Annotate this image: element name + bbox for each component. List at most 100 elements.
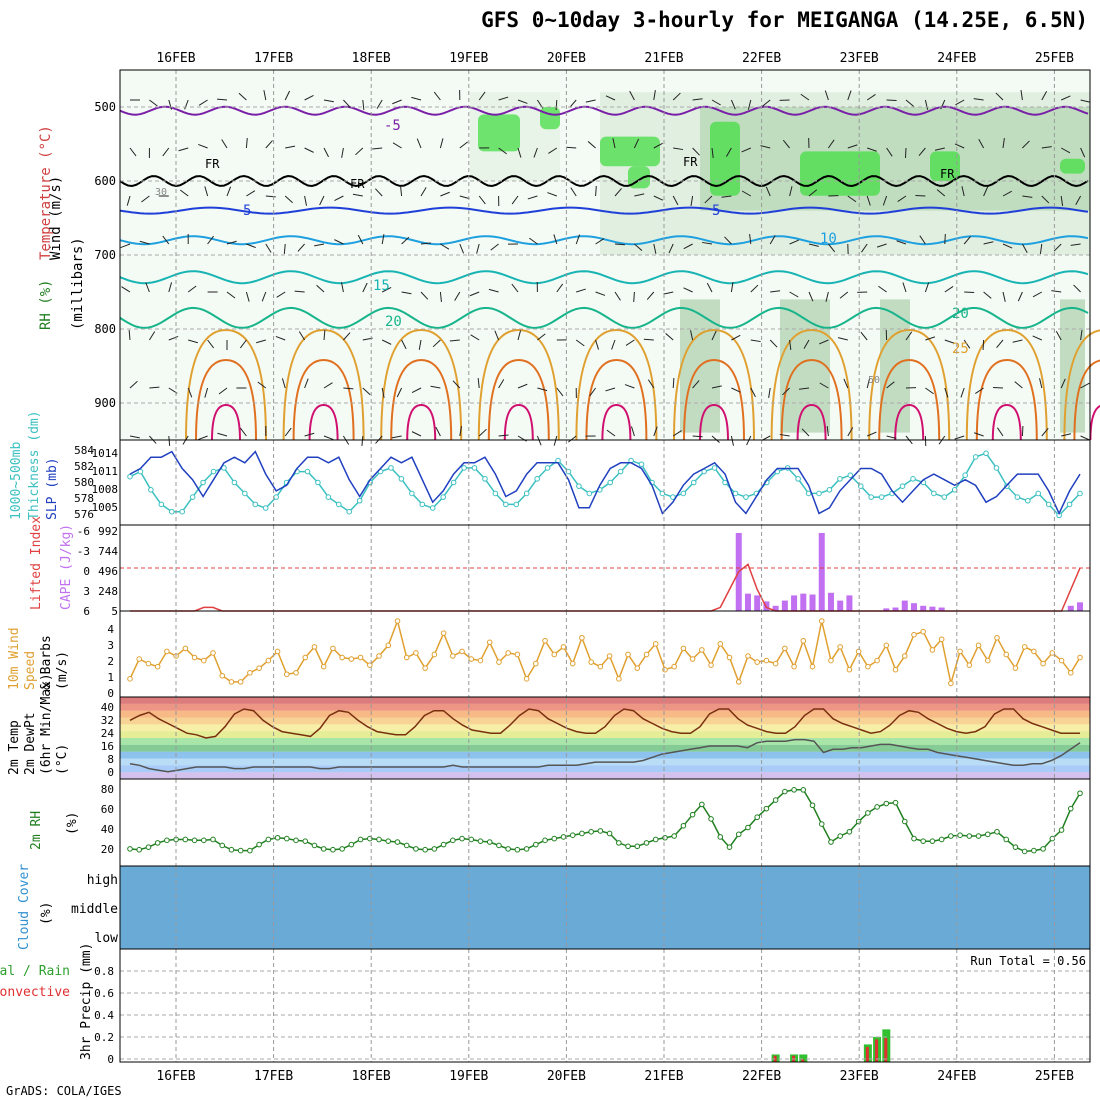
slp-left-tick: 576 (74, 508, 94, 521)
wind10-point (809, 663, 816, 670)
wind-barb (145, 282, 150, 293)
wind-barb (595, 185, 597, 197)
wind-barb (663, 291, 674, 295)
wind-barb (749, 234, 752, 245)
warm-contour-5-0 (673, 328, 755, 441)
wind-barb (416, 138, 422, 149)
warm-contour-8-2 (991, 403, 1022, 441)
thickness-point (544, 465, 551, 471)
wind-barb (789, 239, 800, 245)
warm-contour-4-2 (601, 403, 632, 441)
contour-20 (119, 306, 1089, 329)
wind-barb (323, 329, 326, 341)
wind-barb (439, 291, 442, 302)
wind-barb (204, 387, 209, 398)
rh2m-point (745, 824, 751, 831)
rh2m-point (782, 788, 788, 795)
wind-barb (1041, 195, 1050, 204)
wind-barb (747, 99, 752, 110)
warm-contour-2-1 (390, 358, 453, 441)
thickness-point (910, 476, 916, 482)
wind-barb (964, 291, 975, 294)
wind-barb (827, 139, 835, 149)
rh2m-point (828, 839, 834, 845)
wind-barb (692, 435, 703, 438)
wind-barb (454, 291, 461, 301)
rh2m-point (145, 844, 152, 850)
wind-barb (149, 99, 158, 107)
wind10-point (127, 676, 133, 682)
grads-credit: GrADS: COLA/IGES (6, 1084, 122, 1098)
slp-left-tick: 580 (74, 476, 94, 489)
thickness-point (200, 479, 206, 486)
wind-barb (168, 435, 171, 447)
wind-barb (129, 380, 138, 389)
wind-barb (217, 432, 228, 437)
wind10-point (966, 662, 973, 668)
wind-barb (1060, 95, 1071, 101)
temp-band-9 (120, 710, 1090, 718)
wind-barb (478, 195, 486, 205)
wind-barb (128, 329, 131, 341)
rh2m-point (136, 846, 143, 853)
wind10-point (330, 645, 336, 652)
wind-barb (476, 243, 480, 254)
wind-barb (904, 147, 907, 159)
wind-barb (799, 387, 810, 390)
rh2m-point (597, 828, 604, 834)
wind10-tick: 2 (107, 655, 114, 668)
thickness-point (826, 487, 833, 493)
rh2m-point (330, 846, 336, 853)
precip-convective-bar (801, 1059, 805, 1062)
wind-barb (477, 378, 480, 389)
rh2m-point (966, 833, 973, 839)
rh-high-cell-4 (800, 151, 880, 196)
wind-barb (750, 284, 759, 293)
wind-barb (120, 243, 131, 249)
wind-barb (536, 435, 542, 446)
rh-high-cell-1 (540, 107, 560, 130)
temp-band-8 (120, 717, 1090, 725)
wind-barb (808, 243, 819, 247)
wind10-point (413, 650, 419, 656)
rh2m-point (1040, 846, 1046, 852)
thickness-point (899, 483, 906, 489)
date-label-bottom: 17FEB (254, 1069, 293, 1084)
wind10-point (440, 630, 447, 636)
wind10-point (182, 645, 189, 652)
wind-barb (198, 435, 208, 441)
wind-barb (983, 186, 989, 197)
wind-barb (362, 387, 371, 396)
warm-contour-1-1 (292, 358, 355, 441)
wind10-point (948, 680, 954, 687)
wind10-point (708, 662, 714, 668)
wind-barb (245, 291, 250, 302)
wind-barb (646, 291, 655, 300)
date-label-top: 21FEB (644, 51, 683, 66)
temp2m-line (129, 708, 1080, 739)
rh2m-point (984, 831, 991, 838)
rh2m-label: 2m RH (29, 811, 44, 850)
thickness-point (482, 476, 488, 482)
cape-bar (791, 595, 798, 611)
cape-tick: 496 (98, 565, 118, 578)
temp2m-tick: 0 (107, 766, 114, 779)
temp2m-tick: 40 (101, 701, 114, 714)
wind-barb (944, 387, 949, 398)
wind-barb (1020, 90, 1023, 101)
rh2m-point (606, 830, 613, 837)
cape-bar (892, 607, 899, 611)
warm-contour-9-0 (1063, 329, 1100, 441)
cloud-label-unit: (%) (39, 902, 54, 925)
wind10-point (957, 648, 963, 655)
wind-barb (162, 235, 170, 245)
rh2m-point (274, 834, 281, 841)
wind-barb (730, 99, 736, 110)
thickness-point (304, 468, 311, 475)
wind-barb (683, 243, 693, 250)
thickness-point (179, 508, 185, 515)
wind10-point (514, 651, 521, 658)
wind-barb (606, 429, 616, 437)
rh-high-cell-6 (1060, 158, 1085, 174)
